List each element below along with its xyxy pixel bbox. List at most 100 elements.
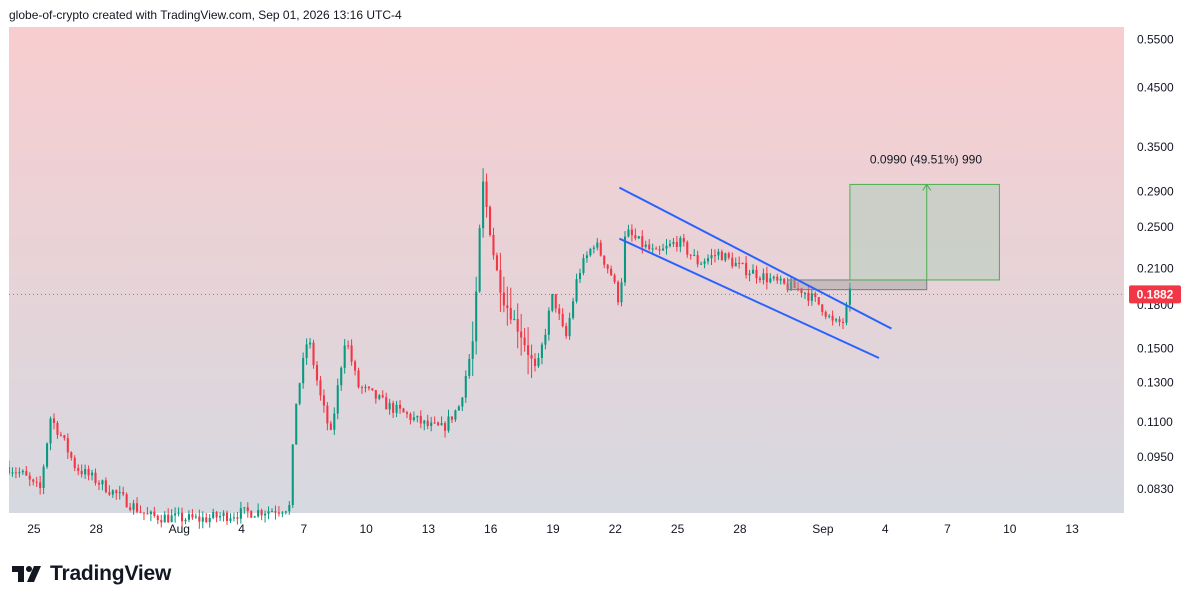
candle-body[interactable] bbox=[205, 517, 208, 523]
candle-body[interactable] bbox=[156, 515, 159, 521]
candle-body[interactable] bbox=[838, 319, 841, 322]
candle-body[interactable] bbox=[73, 457, 76, 469]
candle-body[interactable] bbox=[77, 468, 80, 471]
candle-body[interactable] bbox=[772, 276, 775, 279]
candle-body[interactable] bbox=[845, 304, 848, 323]
candle-body[interactable] bbox=[288, 505, 291, 512]
price-chart[interactable]: 0.0990 (49.51%) 990 0.55000.45000.35000.… bbox=[9, 27, 1189, 543]
candle-body[interactable] bbox=[298, 383, 301, 404]
candle-body[interactable] bbox=[433, 422, 436, 424]
candle-body[interactable] bbox=[703, 261, 706, 264]
candle-body[interactable] bbox=[589, 248, 592, 256]
candle-body[interactable] bbox=[461, 397, 464, 407]
candle-body[interactable] bbox=[520, 331, 523, 338]
candle-body[interactable] bbox=[333, 413, 336, 430]
candle-body[interactable] bbox=[277, 512, 280, 514]
candle-body[interactable] bbox=[302, 357, 305, 384]
candle-body[interactable] bbox=[350, 345, 353, 362]
candle-body[interactable] bbox=[658, 249, 661, 251]
candle-body[interactable] bbox=[727, 253, 730, 258]
candle-body[interactable] bbox=[56, 422, 59, 435]
candle-body[interactable] bbox=[170, 515, 173, 523]
candle-body[interactable] bbox=[828, 315, 831, 317]
candle-body[interactable] bbox=[582, 258, 585, 273]
candle-body[interactable] bbox=[378, 395, 381, 399]
candle-body[interactable] bbox=[527, 345, 530, 355]
candle-body[interactable] bbox=[129, 507, 132, 510]
candle-body[interactable] bbox=[613, 275, 616, 282]
candle-body[interactable] bbox=[284, 511, 287, 513]
candle-body[interactable] bbox=[215, 512, 218, 518]
footer-brand[interactable]: TradingView bbox=[12, 560, 171, 588]
candle-body[interactable] bbox=[270, 511, 274, 513]
candle-body[interactable] bbox=[108, 492, 111, 495]
candle-body[interactable] bbox=[84, 469, 87, 475]
candle-body[interactable] bbox=[810, 293, 813, 301]
candle-body[interactable] bbox=[751, 269, 755, 274]
candle-body[interactable] bbox=[717, 251, 720, 256]
candle-body[interactable] bbox=[28, 475, 31, 480]
candle-body[interactable] bbox=[686, 242, 689, 255]
candle-body[interactable] bbox=[776, 276, 779, 281]
candle-body[interactable] bbox=[700, 263, 703, 265]
candle-body[interactable] bbox=[651, 248, 654, 250]
candle-body[interactable] bbox=[208, 517, 211, 523]
candle-body[interactable] bbox=[738, 262, 741, 264]
candle-body[interactable] bbox=[11, 472, 14, 474]
candle-body[interactable] bbox=[399, 404, 402, 409]
candle-body[interactable] bbox=[544, 334, 547, 345]
candle-body[interactable] bbox=[80, 470, 83, 475]
candle-body[interactable] bbox=[509, 307, 512, 320]
candle-body[interactable] bbox=[748, 273, 751, 276]
candle-body[interactable] bbox=[682, 238, 685, 243]
candle-body[interactable] bbox=[502, 292, 505, 306]
candle-body[interactable] bbox=[326, 405, 329, 424]
candle-body[interactable] bbox=[70, 452, 73, 458]
candle-body[interactable] bbox=[430, 422, 433, 426]
candle-body[interactable] bbox=[402, 408, 405, 413]
candle-body[interactable] bbox=[142, 512, 146, 514]
candle-body[interactable] bbox=[174, 513, 177, 516]
candle-body[interactable] bbox=[807, 292, 810, 301]
candle-body[interactable] bbox=[516, 319, 519, 332]
candle-body[interactable] bbox=[668, 243, 672, 246]
candle-body[interactable] bbox=[180, 512, 184, 522]
candle-body[interactable] bbox=[187, 514, 190, 520]
candle-body[interactable] bbox=[160, 520, 163, 523]
candle-body[interactable] bbox=[696, 255, 699, 265]
candle-body[interactable] bbox=[731, 257, 734, 267]
candle-body[interactable] bbox=[783, 278, 786, 284]
candle-body[interactable] bbox=[153, 511, 156, 516]
candle-body[interactable] bbox=[264, 513, 267, 516]
candle-body[interactable] bbox=[59, 434, 62, 436]
candle-body[interactable] bbox=[454, 410, 457, 420]
candle-body[interactable] bbox=[755, 269, 758, 279]
candle-body[interactable] bbox=[824, 311, 827, 317]
candle-body[interactable] bbox=[623, 236, 627, 283]
candle-body[interactable] bbox=[219, 516, 222, 518]
candle-body[interactable] bbox=[229, 518, 232, 521]
candle-body[interactable] bbox=[35, 481, 38, 483]
candle-body[interactable] bbox=[305, 344, 308, 358]
candle-body[interactable] bbox=[66, 438, 69, 453]
candle-body[interactable] bbox=[648, 244, 651, 250]
candle-body[interactable] bbox=[395, 404, 398, 413]
candle-body[interactable] bbox=[163, 514, 166, 523]
candle-body[interactable] bbox=[357, 370, 360, 388]
candle-body[interactable] bbox=[644, 244, 647, 247]
candle-body[interactable] bbox=[423, 420, 426, 424]
candle-body[interactable] bbox=[46, 443, 49, 467]
candle-body[interactable] bbox=[641, 236, 644, 247]
candle-body[interactable] bbox=[800, 288, 803, 293]
candle-body[interactable] bbox=[360, 387, 364, 389]
candle-body[interactable] bbox=[21, 470, 24, 473]
candle-body[interactable] bbox=[198, 516, 201, 522]
candle-body[interactable] bbox=[713, 255, 716, 257]
candle-body[interactable] bbox=[758, 278, 761, 280]
candle-body[interactable] bbox=[706, 258, 710, 262]
candle-body[interactable] bbox=[132, 503, 135, 510]
candle-body[interactable] bbox=[388, 403, 391, 410]
candle-body[interactable] bbox=[191, 514, 194, 518]
candle-body[interactable] bbox=[745, 262, 748, 276]
candle-body[interactable] bbox=[343, 345, 346, 368]
